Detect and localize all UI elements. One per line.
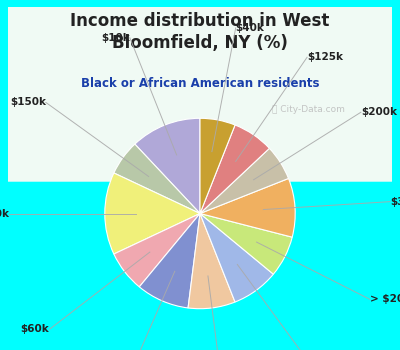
Text: $125k: $125k	[307, 52, 343, 62]
Text: $100k: $100k	[0, 209, 10, 218]
Text: $150k: $150k	[10, 97, 46, 107]
Wedge shape	[200, 118, 235, 214]
Text: ⓘ City-Data.com: ⓘ City-Data.com	[272, 105, 345, 114]
Text: Black or African American residents: Black or African American residents	[81, 77, 319, 90]
Wedge shape	[114, 144, 200, 214]
Wedge shape	[200, 178, 295, 237]
Text: Income distribution in West
Bloomfield, NY (%): Income distribution in West Bloomfield, …	[70, 12, 330, 52]
Wedge shape	[135, 118, 200, 214]
Wedge shape	[139, 214, 200, 308]
Wedge shape	[200, 214, 292, 274]
Text: $60k: $60k	[21, 324, 50, 334]
Text: $40k: $40k	[236, 23, 264, 33]
FancyBboxPatch shape	[0, 0, 400, 182]
Wedge shape	[105, 173, 200, 254]
Wedge shape	[114, 214, 200, 287]
Text: > $200k: > $200k	[370, 294, 400, 304]
Text: $10k: $10k	[101, 33, 130, 43]
Text: $30k: $30k	[390, 197, 400, 206]
Wedge shape	[200, 214, 273, 302]
Wedge shape	[200, 125, 269, 214]
Wedge shape	[200, 148, 288, 214]
Wedge shape	[188, 214, 235, 309]
Text: $200k: $200k	[361, 107, 397, 117]
